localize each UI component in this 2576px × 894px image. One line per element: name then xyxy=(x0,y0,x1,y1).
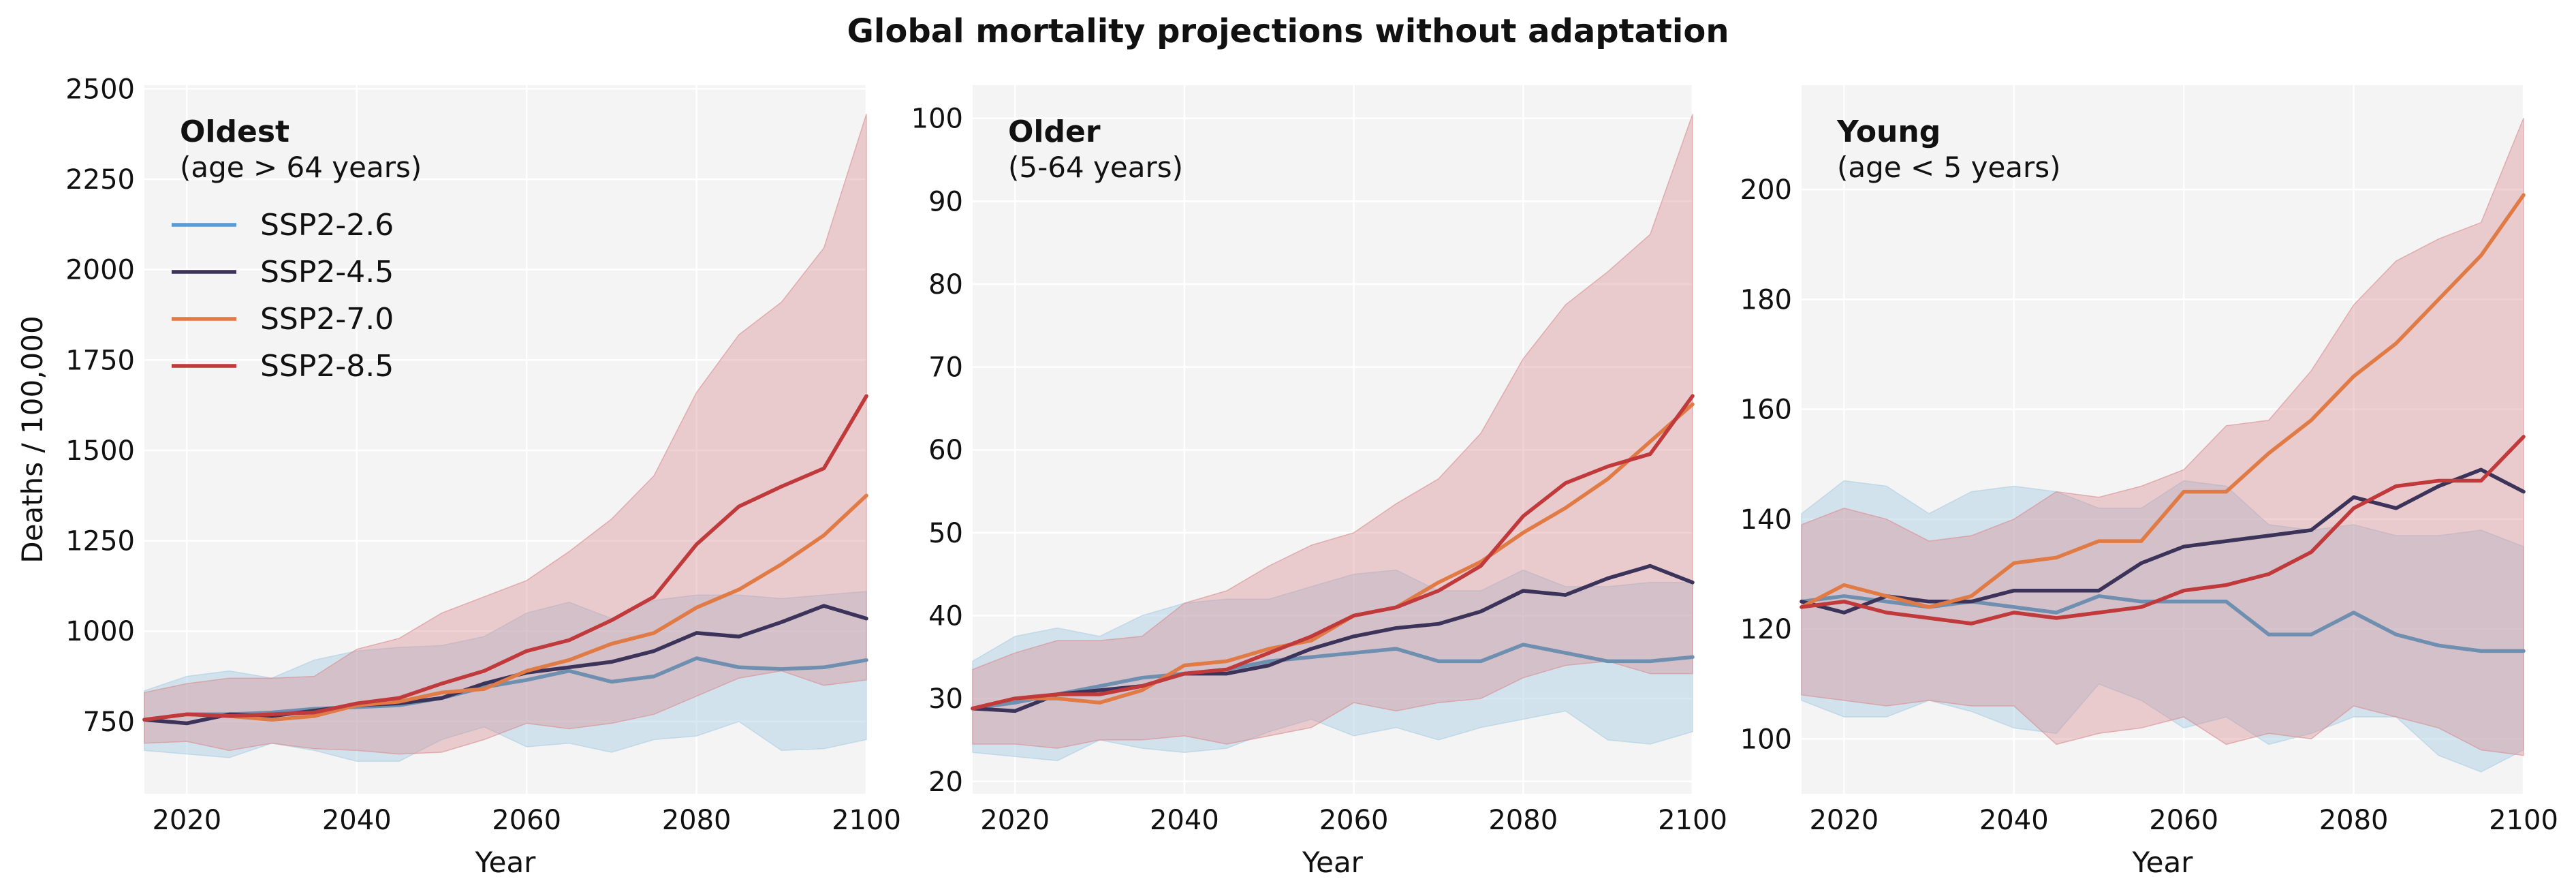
panel-older: 2020 2040 2060 2080 2100 20 30 40 50 60 70 80 90 100 Y… xyxy=(911,85,1727,879)
y-tick-label: 40 xyxy=(928,600,963,632)
legend-label: SSP2-7.0 xyxy=(260,302,394,337)
y-tick-label: 2250 xyxy=(65,164,135,196)
x-tick-label: 2080 xyxy=(662,805,732,836)
y-tick-label: 2500 xyxy=(65,74,135,105)
series-line-ssp2-26 xyxy=(971,643,1695,711)
y-tick-label: 1750 xyxy=(65,345,135,376)
y-tick-label: 160 xyxy=(1740,395,1792,426)
y-tick-label: 60 xyxy=(928,435,963,466)
x-tick-label: 2020 xyxy=(980,805,1050,836)
plot-area xyxy=(973,85,1693,794)
x-tick-label: 2100 xyxy=(2489,805,2558,836)
x-tick-label: 2060 xyxy=(1319,805,1389,836)
y-axis-label: Deaths / 100,000 xyxy=(16,315,49,563)
series-line-ssp2-45 xyxy=(1800,467,2526,615)
x-tick-label: 2040 xyxy=(1150,805,1219,836)
panel-title: Young xyxy=(1836,114,1941,149)
x-axis-label: Year xyxy=(1302,846,1364,879)
y-tick-label: 180 xyxy=(1740,284,1792,315)
panel-subtitle: (age > 64 years) xyxy=(180,151,422,184)
uncertainty-band-ssp2-26 xyxy=(972,569,1693,762)
x-tick-label: 2060 xyxy=(2149,805,2218,836)
panel-title: Older xyxy=(1008,114,1101,149)
y-tick-label: 20 xyxy=(928,767,963,798)
y-tick-label: 100 xyxy=(1740,724,1792,755)
legend-label: SSP2-8.5 xyxy=(260,349,394,384)
legend: SSP2-2.6 SSP2-4.5 SSP2-7.0 SSP2-8.5 xyxy=(172,208,394,384)
x-tick-label: 2060 xyxy=(492,805,561,836)
x-axis-label: Year xyxy=(2132,846,2194,879)
chart-panels: 2020 2040 2060 2080 210075010001250150017502… xyxy=(16,74,2558,879)
series-line-ssp2-70 xyxy=(1800,193,2526,609)
uncertainty-band-ssp2-85 xyxy=(1801,118,2524,756)
x-tick-label: 2100 xyxy=(1658,805,1727,836)
uncertainty-band-ssp2-85 xyxy=(972,114,1693,749)
y-tick-label: 30 xyxy=(928,683,963,715)
series-line-ssp2-85 xyxy=(971,394,1695,711)
panel-title: Oldest xyxy=(180,114,289,149)
x-tick-label: 2080 xyxy=(1488,805,1558,836)
y-tick-label: 2000 xyxy=(65,255,135,286)
legend-label: SSP2-2.6 xyxy=(260,208,394,243)
y-tick-label: 80 xyxy=(928,269,963,300)
series-line-ssp2-45 xyxy=(971,564,1695,713)
x-tick-label: 2080 xyxy=(2319,805,2389,836)
y-tick-label: 1500 xyxy=(65,435,135,467)
x-tick-label: 2020 xyxy=(1809,805,1879,836)
y-tick-label: 120 xyxy=(1740,614,1792,645)
y-tick-label: 200 xyxy=(1740,174,1792,206)
x-tick-label: 2040 xyxy=(1979,805,2049,836)
y-tick-label: 1250 xyxy=(65,526,135,557)
panel-oldest: 2020 2040 2060 2080 2100 750 1000 1250 1500 1750 2… xyxy=(16,74,901,879)
y-tick-label: 90 xyxy=(928,186,963,217)
plot-area xyxy=(1802,85,2524,794)
panel-subtitle: (5-64 years) xyxy=(1008,151,1183,184)
x-tick-label: 2040 xyxy=(322,805,392,836)
x-axis-label: Year xyxy=(475,846,537,879)
y-tick-label: 140 xyxy=(1740,504,1792,536)
legend-label: SSP2-4.5 xyxy=(260,255,394,290)
y-tick-label: 1000 xyxy=(65,616,135,647)
y-tick-label: 50 xyxy=(928,518,963,549)
x-tick-label: 2020 xyxy=(152,805,221,836)
y-tick-label: 750 xyxy=(83,707,135,738)
uncertainty-band-ssp2-85 xyxy=(144,114,867,755)
series-line-ssp2-85 xyxy=(1800,435,2526,626)
series-line-ssp2-85 xyxy=(142,394,868,722)
y-tick-label: 100 xyxy=(911,104,963,135)
panel-subtitle: (age < 5 years) xyxy=(1837,151,2061,184)
series-line-ssp2-70 xyxy=(142,493,868,722)
plot-area xyxy=(144,85,866,794)
y-tick-label: 70 xyxy=(928,352,963,384)
figure-title: Global mortality projections without ada… xyxy=(847,12,1729,50)
x-tick-label: 2100 xyxy=(832,805,901,836)
panel-young: 2020 2040 2060 2080 2100 100 120 140 160 180 200 Ye… xyxy=(1740,85,2558,879)
